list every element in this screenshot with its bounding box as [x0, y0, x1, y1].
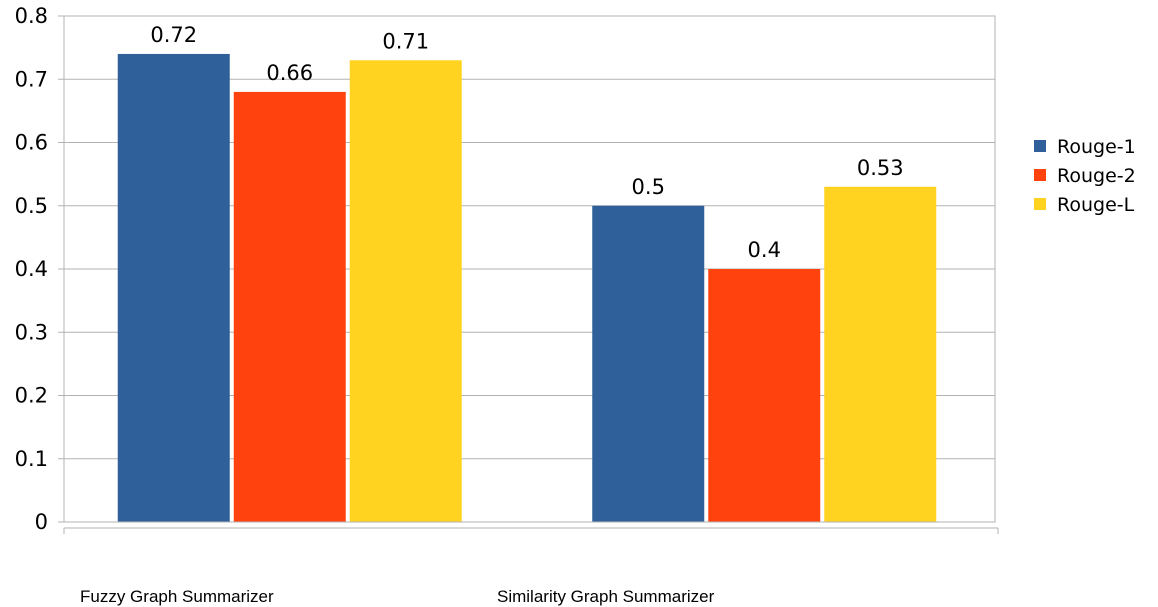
bar-rouge-1-1 [592, 205, 705, 522]
legend-swatch [1034, 169, 1046, 181]
bar-rouge-2-1 [708, 269, 821, 522]
y-tick-label: 0.6 [15, 131, 48, 155]
data-label: 0.5 [632, 175, 665, 199]
y-tick-label: 0.5 [15, 194, 48, 218]
y-tick-label: 0.2 [15, 384, 48, 408]
legend-entry: Rouge-L [1057, 194, 1135, 216]
data-label: 0.72 [150, 23, 197, 47]
bar-rouge-2-0 [233, 91, 346, 523]
y-tick-label: 0.3 [15, 320, 48, 344]
bar-rouge-1-0 [117, 53, 230, 522]
bar-rouge-l-0 [349, 60, 462, 523]
y-tick-labels: 0 0.1 0.2 0.3 0.4 0.5 0.6 0.7 0.8 [15, 4, 48, 534]
legend-swatch [1034, 198, 1046, 210]
data-labels: 0.72 0.66 0.71 0.5 0.4 0.53 [150, 23, 903, 262]
bars [117, 53, 937, 523]
category-label: Similarity Graph Summarizer [497, 587, 715, 606]
plot-frame [63, 15, 996, 523]
data-label: 0.53 [857, 156, 904, 180]
y-tick-label: 0.7 [15, 67, 48, 91]
y-tick-label: 0.1 [15, 447, 48, 471]
data-label: 0.71 [382, 29, 429, 53]
data-label: 0.66 [266, 61, 313, 85]
legend-swatch [1034, 140, 1046, 152]
data-label: 0.4 [748, 238, 781, 262]
axes [58, 15, 999, 534]
y-tick-label: 0.8 [15, 4, 48, 28]
category-labels: Fuzzy Graph Summarizer Similarity Graph S… [80, 587, 715, 606]
y-tick-label: 0 [35, 510, 48, 534]
category-label: Fuzzy Graph Summarizer [80, 587, 274, 606]
y-tick-label: 0.4 [15, 257, 48, 281]
legend-entry: Rouge-1 [1057, 136, 1136, 158]
bar-rouge-l-1 [824, 186, 937, 522]
legend: Rouge-1 Rouge-2 Rouge-L [1034, 136, 1136, 216]
legend-entry: Rouge-2 [1057, 165, 1136, 187]
